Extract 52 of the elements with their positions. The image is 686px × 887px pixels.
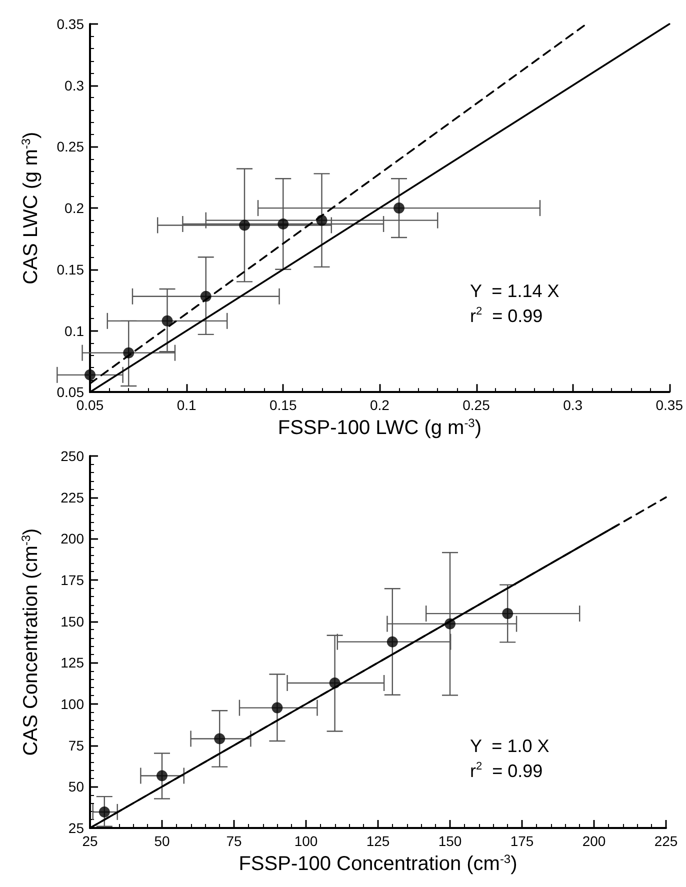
x-tick-label: 50 bbox=[154, 833, 170, 849]
point bbox=[316, 214, 328, 226]
y-tick-label: 0.35 bbox=[56, 16, 84, 32]
point bbox=[272, 702, 283, 714]
x-tick-label: 225 bbox=[654, 833, 678, 849]
y-tick-label: 0.05 bbox=[56, 384, 84, 400]
y-tick-label: 0.1 bbox=[64, 322, 84, 339]
annotation: Y = 1.0 X bbox=[470, 736, 550, 756]
point bbox=[162, 315, 173, 326]
y-tick-label: 225 bbox=[60, 489, 84, 506]
y-axis-title: CAS LWC (g m-3) bbox=[19, 132, 42, 284]
point bbox=[444, 618, 456, 630]
x-tick-label: 100 bbox=[294, 833, 318, 849]
x-tick-label: 0.15 bbox=[270, 397, 297, 414]
point bbox=[239, 220, 250, 231]
x-tick-label: 0.1 bbox=[176, 397, 197, 414]
y-tick-label: 125 bbox=[60, 654, 84, 671]
point bbox=[386, 636, 398, 648]
point bbox=[156, 770, 168, 782]
x-tick-label: 200 bbox=[582, 833, 606, 849]
y-axis-title: CAS Concentration (cm-3) bbox=[19, 528, 42, 756]
y-tick-label: 200 bbox=[60, 530, 84, 547]
point bbox=[200, 290, 212, 302]
x-tick-label: 175 bbox=[510, 833, 534, 849]
x-tick-label: 0.35 bbox=[656, 397, 684, 414]
y-tick-label: 25 bbox=[68, 820, 84, 836]
y-tick-label: 50 bbox=[68, 778, 84, 795]
point bbox=[329, 678, 340, 688]
y-tick-label: 0.25 bbox=[56, 138, 84, 155]
y-tick-label: 75 bbox=[68, 737, 84, 754]
x-tick-label: 75 bbox=[226, 833, 242, 849]
point bbox=[502, 608, 514, 620]
y-tick-label: 175 bbox=[60, 572, 84, 588]
y-tick-label: 0.15 bbox=[56, 261, 84, 278]
y-tick-label: 0.2 bbox=[64, 200, 84, 216]
point bbox=[84, 369, 96, 380]
point bbox=[98, 806, 110, 818]
point bbox=[278, 218, 289, 230]
point bbox=[394, 202, 404, 214]
x-tick-label: 0.3 bbox=[563, 397, 583, 414]
x-tick-label: 150 bbox=[438, 833, 462, 849]
x-tick-label: 25 bbox=[82, 833, 98, 849]
annotation: Y = 1.14 X bbox=[470, 281, 560, 301]
y-tick-label: 100 bbox=[60, 696, 84, 712]
y-tick-label: 250 bbox=[60, 448, 84, 464]
y-tick-label: 0.3 bbox=[64, 77, 84, 94]
x-tick-label: 125 bbox=[366, 833, 390, 849]
x-tick-label: 0.25 bbox=[462, 397, 490, 414]
point bbox=[123, 347, 134, 358]
x-tick-label: 0.2 bbox=[370, 397, 390, 414]
y-tick-label: 150 bbox=[60, 613, 84, 630]
point bbox=[214, 733, 226, 744]
